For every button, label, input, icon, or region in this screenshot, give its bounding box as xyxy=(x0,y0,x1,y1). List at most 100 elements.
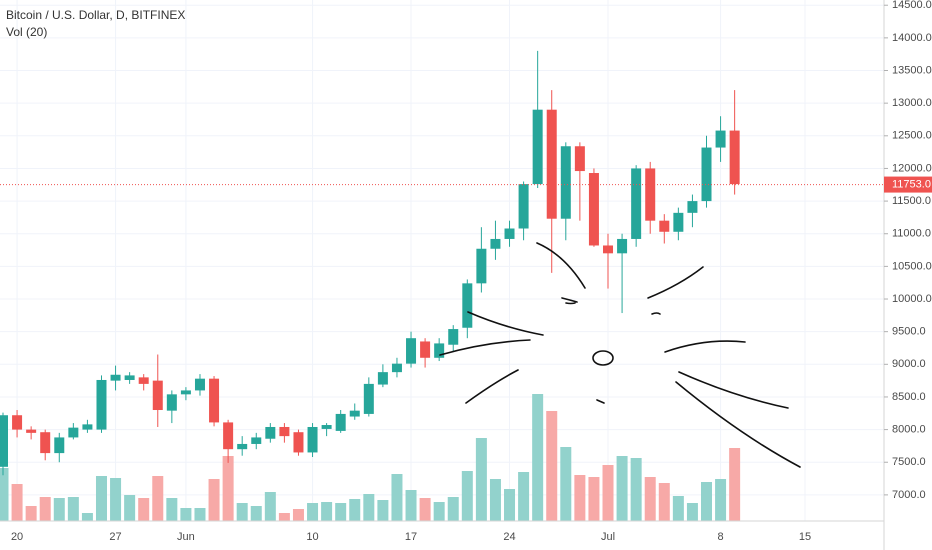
candle-body xyxy=(476,248,487,284)
y-tick-label: 13000.0 xyxy=(892,97,932,109)
volume-bar xyxy=(0,468,9,521)
volume-bar xyxy=(236,503,248,521)
volume-bar xyxy=(53,498,65,521)
candle-body xyxy=(377,372,388,385)
volume-bar xyxy=(588,477,600,521)
candle-body xyxy=(152,380,163,411)
candle-body xyxy=(490,238,501,249)
volume-bar xyxy=(335,503,347,521)
candle-body xyxy=(673,212,684,232)
candle-body xyxy=(687,201,698,213)
volume-bar xyxy=(532,394,544,521)
x-tick-label: 20 xyxy=(11,531,23,543)
volume-bar xyxy=(602,465,614,521)
volume-bar xyxy=(67,497,79,521)
volume-bar xyxy=(222,456,234,521)
candle-body xyxy=(307,426,318,453)
volume-bar xyxy=(489,479,501,521)
candle-body xyxy=(518,184,529,229)
candle-body xyxy=(588,173,599,246)
candle-body xyxy=(209,378,220,423)
x-tick-label: 15 xyxy=(799,531,811,543)
candle-body xyxy=(701,147,712,202)
volume-bar xyxy=(715,479,727,521)
volume-bar xyxy=(25,506,37,521)
candle-body xyxy=(138,377,149,384)
candle-body xyxy=(54,437,65,454)
volume-bar xyxy=(560,447,572,521)
candle-body xyxy=(645,168,656,221)
volume-bar xyxy=(124,495,136,521)
y-tick-label: 9500.0 xyxy=(892,326,926,338)
last-price-label: 11753.0 xyxy=(892,178,931,190)
candle-body xyxy=(391,363,402,373)
volume-bar xyxy=(644,477,656,521)
grid xyxy=(0,0,884,521)
volume-bar xyxy=(574,475,586,521)
candle-body xyxy=(363,383,374,414)
x-tick-label: 8 xyxy=(718,531,724,543)
volume-bar xyxy=(729,448,741,521)
volume-bar xyxy=(391,474,403,521)
candle-body xyxy=(12,415,23,430)
volume-bar xyxy=(504,489,516,521)
candle-body xyxy=(82,424,93,430)
volume-bar xyxy=(447,497,459,521)
volume-label: Vol (20) xyxy=(6,25,47,39)
candle-body xyxy=(462,283,473,328)
y-tick-label: 11000.0 xyxy=(892,228,931,240)
volume-bar xyxy=(95,476,107,521)
volume-bar xyxy=(321,502,333,521)
y-tick-label: 10000.0 xyxy=(892,293,932,305)
volume-bar xyxy=(81,513,93,521)
candle-body xyxy=(321,425,332,429)
volume-bar xyxy=(307,503,319,521)
candle-body xyxy=(194,378,205,391)
y-tick-label: 12000.0 xyxy=(892,162,932,174)
volume-bar xyxy=(278,513,290,521)
last-price-tag xyxy=(884,176,932,193)
volume-bar xyxy=(672,496,684,521)
y-tick-label: 8500.0 xyxy=(892,391,926,403)
marks xyxy=(0,50,884,521)
drawing xyxy=(439,242,801,468)
volume-bar xyxy=(433,502,445,521)
volume-bar xyxy=(701,482,712,521)
volume-bar xyxy=(208,479,220,521)
volume-bar xyxy=(630,458,642,521)
candle-body xyxy=(293,432,304,453)
candle-body xyxy=(237,443,248,450)
candle-body xyxy=(715,130,726,148)
y-tick-label: 8000.0 xyxy=(892,424,926,436)
y-tick-label: 7500.0 xyxy=(892,456,926,468)
volume-bar xyxy=(250,506,262,521)
x-tick-label: 24 xyxy=(503,531,515,543)
volume-bar xyxy=(110,478,122,521)
candle-body xyxy=(223,422,234,450)
y-tick-label: 13500.0 xyxy=(892,64,932,76)
candle-body xyxy=(124,375,135,380)
candle-body xyxy=(279,426,290,437)
volume-bar xyxy=(405,490,417,521)
candle-body xyxy=(0,415,8,467)
volume-bar xyxy=(349,499,361,521)
candle-body xyxy=(96,379,107,430)
candle-body xyxy=(729,130,740,185)
candle-body xyxy=(448,329,459,345)
volume-bar xyxy=(419,498,431,521)
x-tick-label: 10 xyxy=(306,531,318,543)
y-tick-label: 14000.0 xyxy=(892,32,932,44)
volume-bar xyxy=(461,471,473,521)
volume-bar xyxy=(166,498,178,521)
volume-bar xyxy=(658,483,670,521)
volume-bar xyxy=(180,508,192,521)
volume-bar xyxy=(11,484,23,521)
volume-bar xyxy=(546,411,558,521)
candle-body xyxy=(180,390,191,395)
x-tick-label: Jun xyxy=(177,531,195,543)
volume-bar xyxy=(377,500,389,521)
y-tick-label: 9000.0 xyxy=(892,358,926,370)
candle-body xyxy=(335,413,346,431)
candle-body xyxy=(631,168,642,239)
